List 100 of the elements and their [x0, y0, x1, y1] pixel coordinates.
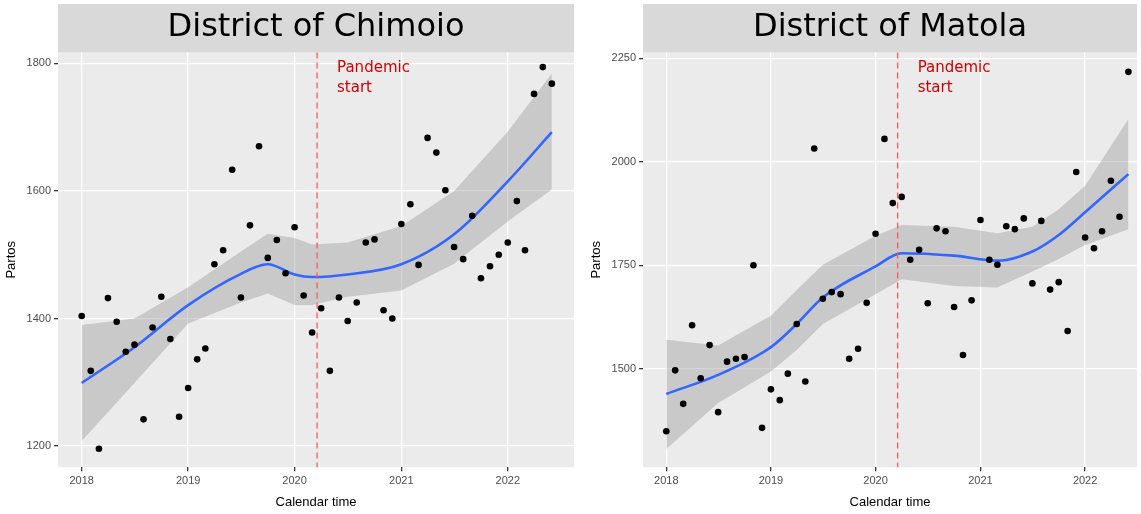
point [872, 230, 879, 238]
point [732, 355, 740, 363]
point [380, 306, 387, 314]
point [1055, 278, 1063, 286]
point [371, 236, 378, 243]
point [697, 374, 704, 382]
point [1072, 168, 1080, 176]
point [300, 292, 307, 299]
point [1107, 177, 1115, 185]
point [104, 294, 112, 302]
point [415, 261, 422, 269]
point [175, 413, 183, 421]
point [407, 200, 414, 208]
point [994, 261, 1001, 269]
y-tick-label: 1600 [26, 183, 52, 196]
point [398, 220, 405, 228]
y-axis-title: Partos [588, 240, 604, 279]
point [1029, 280, 1036, 287]
chart-title: District of Chimoio [167, 5, 465, 44]
point [810, 145, 818, 152]
point [741, 353, 748, 361]
x-tick-label: 2019 [758, 473, 784, 486]
point [933, 225, 940, 232]
point [1020, 215, 1028, 222]
point [671, 367, 679, 374]
point [819, 295, 827, 303]
point [246, 222, 254, 229]
y-tick-label: 1800 [26, 56, 52, 69]
point [228, 166, 236, 174]
point [335, 294, 343, 301]
point [433, 149, 440, 156]
point [977, 216, 984, 224]
point [193, 356, 201, 363]
point [1116, 213, 1123, 221]
point [679, 400, 687, 408]
x-tick-label: 2020 [863, 473, 888, 486]
point [237, 294, 245, 301]
x-tick-label: 2020 [282, 473, 307, 486]
point [662, 427, 670, 435]
point [959, 351, 967, 359]
x-tick-label: 2018 [654, 473, 679, 486]
point [389, 315, 396, 322]
point [706, 341, 713, 349]
point [1081, 234, 1089, 241]
point [450, 243, 458, 251]
y-tick-label: 2000 [611, 154, 637, 167]
point [986, 256, 993, 264]
y-tick-label: 1200 [26, 439, 52, 452]
point [767, 386, 775, 393]
point [184, 384, 192, 392]
line-series [80, 130, 554, 385]
point [282, 269, 289, 277]
point [1125, 68, 1132, 76]
point [495, 251, 503, 258]
point [477, 275, 485, 282]
point [273, 236, 281, 244]
point [468, 212, 476, 220]
point [714, 408, 722, 416]
point [793, 320, 801, 328]
y-tick-label: 1750 [611, 258, 637, 271]
point [308, 329, 316, 336]
y-tick-label: 2250 [611, 51, 637, 64]
point [521, 246, 529, 254]
point [442, 186, 449, 194]
point [131, 341, 138, 348]
point [776, 396, 784, 404]
point [353, 299, 361, 306]
point [1064, 327, 1071, 335]
x-tick-label: 2019 [175, 473, 201, 486]
point [1098, 227, 1106, 235]
ref-line-label: Pandemic start [917, 57, 991, 96]
point [968, 297, 975, 304]
point [158, 293, 165, 301]
point [362, 239, 370, 246]
chart-title: District of Matola [753, 5, 1028, 44]
point [863, 299, 870, 307]
y-tick-label: 1400 [26, 311, 52, 324]
point [1011, 225, 1019, 233]
point [513, 197, 521, 205]
point [149, 324, 156, 331]
point [264, 254, 272, 262]
x-tick-label: 2022 [1072, 473, 1098, 486]
point [219, 246, 227, 254]
point [459, 255, 467, 263]
point [317, 305, 325, 312]
point [889, 199, 897, 207]
x-axis-title: Calendar time [849, 493, 931, 509]
point [837, 290, 844, 298]
point [898, 193, 905, 201]
point [1002, 222, 1010, 230]
point [95, 445, 103, 452]
point [854, 345, 862, 353]
point [326, 367, 334, 375]
ref-line-label: Pandemic start [337, 57, 410, 96]
point [87, 367, 95, 375]
point [211, 260, 218, 268]
point [530, 90, 538, 98]
point [539, 63, 547, 71]
y-axis-title: Partos [3, 240, 19, 279]
point [1046, 286, 1054, 293]
